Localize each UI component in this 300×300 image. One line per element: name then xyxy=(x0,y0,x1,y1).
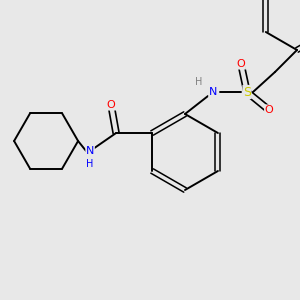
Text: O: O xyxy=(107,100,116,110)
Text: O: O xyxy=(265,105,273,115)
Text: H: H xyxy=(86,159,94,169)
Text: S: S xyxy=(243,85,251,98)
Text: N: N xyxy=(209,87,217,97)
Text: N: N xyxy=(86,146,94,156)
Text: O: O xyxy=(237,59,245,69)
Text: H: H xyxy=(195,77,203,87)
